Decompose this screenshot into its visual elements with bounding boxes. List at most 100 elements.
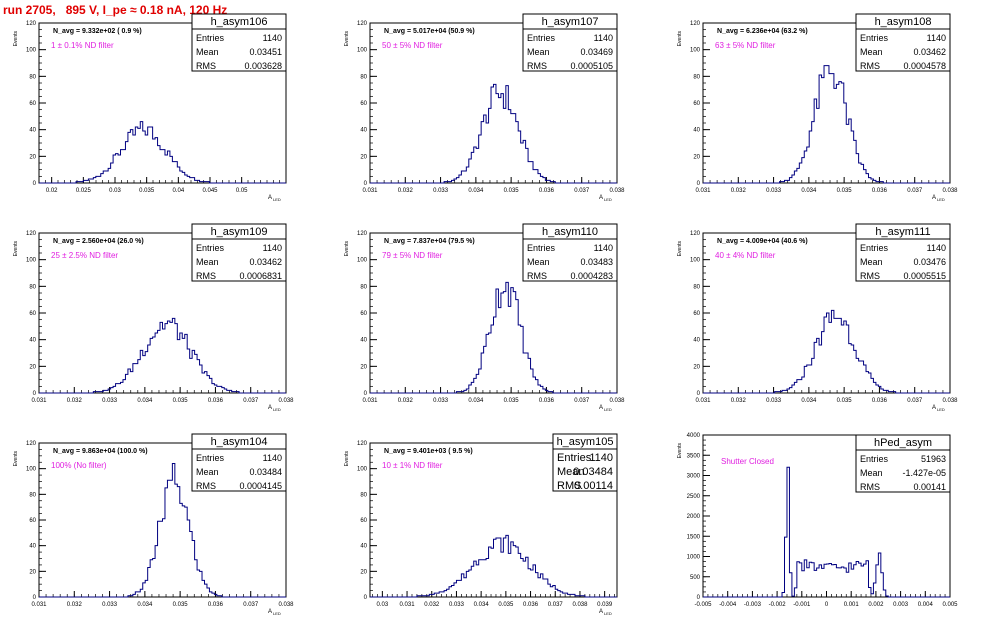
y-tick-label: 100 [26,48,37,54]
histogram-panel-h_asym108: 0 20 40 60 80 100 120 0.031 0.032 0.033 0.034 0.035… [677,13,958,202]
y-axis-title: Events [13,31,19,47]
histogram-panel-h_asym110: 0 20 40 60 80 100 120 0.031 0.032 0.033 0.034 0.035… [344,223,625,412]
filter-annotation: 25 ± 2.5% ND filter [51,251,118,260]
x-tick-label: 0.033 [102,602,118,608]
stats-value: 0.03484 [573,466,613,478]
y-tick-label: 80 [693,284,700,290]
stats-value: -1.427e-05 [902,468,946,478]
y-tick-label: 20 [29,364,36,370]
stats-value: 0.03484 [249,467,282,477]
x-tick-label: 0.001 [844,602,860,608]
x-tick-label: -0.003 [744,602,762,608]
navg-label: N_avg = 4.009e+04 (40.6 %) [717,238,808,245]
y-tick-label: 20 [29,154,36,160]
histogram-line [39,463,286,598]
y-tick-label: 3000 [687,474,701,480]
y-tick-label: 20 [360,154,367,160]
x-tick-label: 0.034 [468,188,484,194]
y-tick-label: 120 [690,21,701,27]
x-tick-label: 0.033 [102,398,118,404]
x-tick-label: 0.038 [942,398,958,404]
stats-value: 1140 [589,452,613,464]
stats-label: RMS [196,271,216,281]
x-tick-label: 0.04 [172,188,184,194]
x-tick-label: 0.034 [468,398,484,404]
y-tick-label: 20 [693,364,700,370]
y-tick-label: 100 [357,467,368,473]
y-tick-label: 40 [360,338,367,344]
x-tick-label: -0.002 [769,602,787,608]
y-tick-label: 120 [357,231,368,237]
stats-label: Entries [860,33,889,43]
stats-box [855,13,951,72]
y-tick-label: 120 [690,231,701,237]
x-tick-label: 0.033 [433,398,449,404]
y-tick-label: 80 [29,74,36,80]
stats-label: RMS [196,481,216,491]
x-axis-title: A [932,405,936,411]
x-tick-label: 0.037 [574,188,590,194]
stats-title: h_asym107 [542,16,599,28]
x-axis-title-sub: LED [937,407,945,412]
x-tick-label: 0.031 [695,398,711,404]
y-tick-label: 1000 [687,555,701,561]
y-tick-label: 40 [29,338,36,344]
stats-label: Entries [196,243,225,253]
x-tick-label: 0.037 [243,602,259,608]
y-tick-label: 120 [357,21,368,27]
stats-label: RMS [557,480,581,492]
histogram-line [39,317,286,394]
x-tick-label: 0.031 [31,602,47,608]
x-axis-title-sub: LED [273,407,281,412]
x-tick-label: 0.037 [907,398,923,404]
x-tick-label: 0.033 [766,188,782,194]
x-tick-label: -0.004 [719,602,737,608]
histogram-panel-h_asym111: 0 20 40 60 80 100 120 0.031 0.032 0.033 0.034 0.035… [677,223,958,412]
y-tick-label: 60 [360,311,367,317]
stats-value: 0.03451 [249,47,282,57]
stats-value: 0.00141 [913,482,946,492]
x-tick-label: 0.035 [837,398,853,404]
stats-value: 0.03462 [913,47,946,57]
x-tick-label: 0.034 [474,602,490,608]
x-tick-label: 0.032 [731,188,747,194]
stats-label: Mean [527,257,550,267]
stats-value: 1140 [927,33,946,43]
stats-value: 0.03462 [249,257,282,267]
y-tick-label: 40 [360,544,367,550]
stats-value: 51963 [921,454,946,464]
stats-label: Entries [527,33,556,43]
stats-label: Mean [557,466,585,478]
y-tick-label: 120 [357,441,368,447]
y-tick-label: 40 [693,338,700,344]
stats-label: Entries [196,453,225,463]
stats-value: 0.0005515 [903,271,946,281]
x-axis-title-sub: LED [604,197,612,202]
y-tick-label: 80 [360,284,367,290]
filter-annotation: 1 ± 0.1% ND filter [51,41,114,50]
x-tick-label: 0.036 [872,188,888,194]
histogram-panel-h_asym106: 0 20 40 60 80 100 120 0.02 0.025 0.03 0.035 0.04 0.0… [13,13,287,202]
x-tick-label: 0.032 [424,602,440,608]
y-axis-title: Events [344,241,350,257]
stats-box [191,13,287,72]
stats-title: h_asym106 [211,16,268,28]
y-tick-label: 80 [360,492,367,498]
y-tick-label: 0 [364,181,368,187]
x-tick-label: 0.035 [504,188,520,194]
y-tick-label: 100 [26,258,37,264]
stats-value: 0.003628 [244,61,282,71]
y-tick-label: 2000 [687,514,701,520]
x-axis-title: A [268,195,272,201]
stats-label: Entries [860,454,889,464]
stats-title: h_asym110 [542,226,598,238]
x-tick-label: 0.035 [837,188,853,194]
filter-annotation: 63 ± 5% ND filter [715,41,776,50]
filter-annotation: 79 ± 5% ND filter [382,251,443,260]
x-tick-label: 0.02 [46,188,58,194]
navg-label: N_avg = 9.863e+04 (100.0 %) [53,448,148,455]
x-tick-label: 0.035 [504,398,520,404]
stats-label: Entries [860,243,889,253]
stats-box [855,223,951,282]
y-tick-label: 0 [697,595,701,601]
